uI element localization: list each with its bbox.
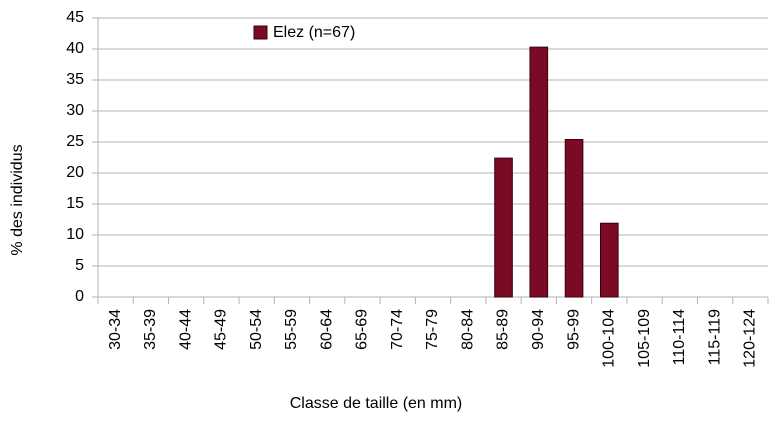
x-tick-label: 50-54 [248,309,265,350]
x-tick-label: 60-64 [318,309,335,350]
x-tick-label: 75-79 [424,309,441,350]
y-axis-label: % des individus [9,144,26,255]
y-tick-label: 10 [66,226,84,243]
x-tick-label: 70-74 [389,309,406,350]
x-tick-label: 45-49 [213,309,230,350]
y-tick-label: 35 [66,71,84,88]
legend-label: Elez (n=67) [273,24,355,41]
x-tick-label: 30-34 [107,309,124,350]
y-tick-label: 0 [75,288,84,305]
x-tick-label: 105-109 [636,309,653,368]
y-tick-label: 5 [75,257,84,274]
bar [494,157,513,298]
x-tick-label: 90-94 [530,309,547,350]
y-tick-label: 25 [66,133,84,150]
bar [564,139,584,298]
bar [600,222,619,298]
x-tick-label: 55-59 [283,309,300,350]
y-tick-label: 45 [66,9,84,26]
y-tick-label: 40 [66,40,84,57]
y-tick-label: 20 [66,164,84,181]
y-tick-label: 15 [66,195,84,212]
x-tick-label: 120-124 [742,309,759,368]
legend-swatch [253,25,268,40]
x-tick-label: 110-114 [671,309,688,365]
bar [529,46,549,298]
x-tick-label: 85-89 [495,309,512,350]
x-tick-label: 80-84 [459,309,476,350]
x-tick-label: 100-104 [601,309,618,368]
x-tick-label: 65-69 [354,309,371,350]
x-tick-label: 40-44 [177,309,194,350]
x-tick-label: 35-39 [142,309,159,350]
y-tick-label: 30 [66,102,84,119]
x-axis-label: Classe de taille (en mm) [290,395,463,412]
x-tick-label: 95-99 [565,309,582,350]
x-tick-label: 115-119 [706,309,723,365]
